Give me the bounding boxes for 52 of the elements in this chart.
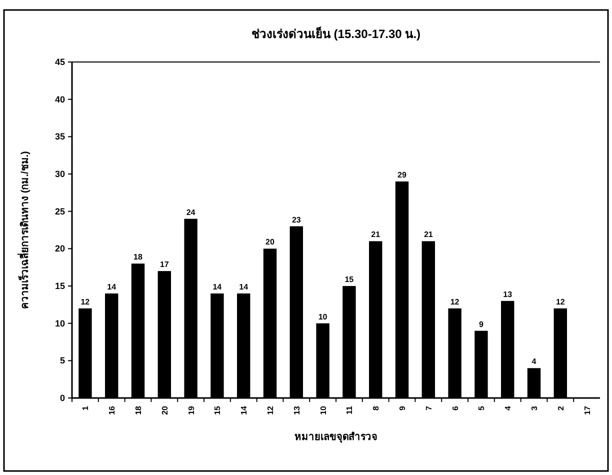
y-tick-label: 45: [54, 57, 65, 67]
x-tick-label: 10: [318, 405, 328, 415]
data-label: 10: [318, 312, 328, 322]
data-label: 18: [134, 252, 143, 262]
y-tick-label: 5: [60, 356, 65, 366]
data-label: 12: [450, 297, 460, 306]
data-label: 21: [371, 230, 381, 240]
y-tick-label: 40: [54, 94, 65, 104]
data-label: 14: [107, 282, 117, 292]
y-tick-label: 15: [54, 281, 65, 291]
data-label: 12: [556, 297, 566, 306]
x-tick-label: 1: [81, 405, 90, 410]
x-tick-label: 6: [450, 405, 460, 410]
y-tick-label: 20: [54, 244, 65, 254]
data-label: 14: [212, 282, 222, 292]
y-tick-label: 25: [54, 206, 65, 216]
x-tick-label: 3: [530, 405, 539, 410]
x-axis-title: หมายเลขจุดสำรวจ: [294, 431, 378, 443]
x-tick-label: 4: [504, 405, 513, 410]
y-axis-title: ความเร็วเฉลี่ยการเดินทาง (กม./ชม.): [17, 151, 31, 309]
data-label: 14: [239, 282, 249, 292]
x-tick-label: 16: [108, 405, 117, 415]
x-tick-label: 8: [372, 405, 381, 410]
y-tick-label: 0: [60, 393, 65, 403]
data-label: 24: [186, 208, 196, 217]
x-tick-label: 5: [477, 405, 486, 410]
x-tick-label: 13: [292, 405, 302, 415]
x-tick-label: 15: [213, 405, 222, 415]
data-label: 23: [292, 215, 302, 224]
data-label: 21: [424, 230, 434, 240]
x-tick-label: 12: [266, 405, 275, 415]
data-label: 15: [344, 275, 354, 284]
x-tick-label: 18: [134, 405, 143, 415]
x-tick-label: 14: [240, 405, 249, 415]
data-label: 4: [532, 357, 537, 366]
data-label: 13: [503, 290, 513, 299]
data-label: 17: [160, 260, 170, 270]
x-tick-label: 20: [160, 405, 170, 415]
data-label: 12: [80, 297, 90, 306]
x-tick-label: 19: [186, 405, 196, 415]
data-label: 29: [398, 170, 407, 180]
y-tick-label: 35: [54, 132, 65, 142]
chart-title: ช่วงเร่งด่วนเย็น (15.30-17.30 น.): [251, 26, 421, 41]
y-tick-label: 10: [54, 318, 65, 328]
y-tick-label: 30: [54, 169, 65, 179]
data-label: 20: [266, 238, 275, 247]
x-tick-label: 9: [398, 405, 407, 410]
x-tick-label: 2: [556, 405, 566, 410]
x-tick-label: 7: [424, 405, 434, 410]
x-tick-label: 11: [345, 405, 354, 414]
data-label: 9: [478, 320, 484, 329]
x-tick-label: 17: [582, 405, 592, 415]
